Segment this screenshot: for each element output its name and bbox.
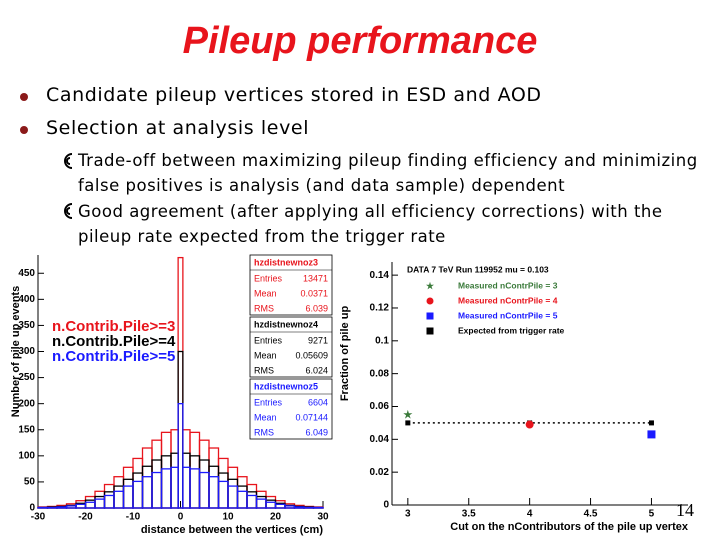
data-point [403, 409, 413, 419]
histogram-bin [46, 506, 58, 509]
y-tick-label: 0.12 [370, 303, 390, 314]
stats-box [249, 316, 333, 378]
bullet-dot [20, 93, 28, 101]
stats-label: Mean [254, 350, 277, 360]
data-point [525, 420, 534, 429]
stats-label: Mean [254, 288, 277, 298]
histogram-bin [37, 506, 49, 509]
stats-value: 0.07144 [295, 412, 328, 422]
legend-label: Expected from trigger rate [458, 325, 565, 335]
stats-value: 0.05609 [295, 350, 328, 360]
stats-box [249, 378, 333, 440]
sub-bullet-icon [64, 153, 73, 169]
data-point [647, 430, 656, 439]
x-axis-title: distance between the vertices (cm) [141, 524, 324, 536]
legend-label: Measured nContrPile = 4 [458, 295, 558, 305]
stats-label: RMS [254, 427, 274, 437]
x-tick-label: 20 [270, 512, 282, 523]
y-tick-label: 200 [18, 398, 35, 409]
y-tick-label: 0.1 [375, 335, 389, 346]
bullet: Selection at analysis level [46, 117, 310, 139]
data-point [648, 420, 654, 426]
data-point [405, 420, 411, 426]
y-tick-label: 350 [18, 320, 35, 331]
y-tick-label: 100 [18, 450, 35, 461]
y-axis-title: Fraction of pile up [339, 306, 351, 402]
annotation: DATA 7 TeV Run 119952 mu = 0.103 [407, 264, 549, 274]
x-tick-label: -20 [78, 512, 93, 523]
stats-label: RMS [254, 303, 274, 313]
legend-label: Measured nContrPile = 5 [458, 310, 558, 320]
stats-box [249, 254, 333, 316]
legend-label: Measured nContrPile = 3 [458, 280, 558, 290]
stats-value: 13471 [303, 273, 328, 283]
page-number: 14 [676, 500, 694, 520]
stats-value: 9271 [308, 335, 328, 345]
legend-marker [426, 312, 434, 320]
slide-title: Pileup performance [182, 20, 538, 62]
y-tick-label: 0.06 [370, 401, 390, 412]
legend-box [400, 263, 600, 335]
y-tick-label: 0.04 [370, 434, 390, 445]
y-tick-label: 0.08 [370, 368, 390, 379]
x-tick-label: 30 [317, 512, 329, 523]
stats-label: Entries [254, 273, 283, 283]
stats-name: hzdistnewnoz5 [254, 381, 318, 391]
sub-bullet: Good agreement (after applying all effic… [78, 202, 663, 246]
stats-value: 6604 [308, 397, 328, 407]
histogram-bin [303, 506, 315, 509]
x-tick-label: 4 [527, 509, 533, 520]
x-tick-label: 3 [405, 509, 411, 520]
stats-value: 6.024 [305, 365, 328, 375]
x-tick-label: -10 [126, 512, 141, 523]
y-tick-label: 300 [18, 346, 35, 357]
bullet-dot [20, 126, 28, 134]
legend-label: n.Contrib.Pile>=4 [52, 333, 176, 350]
x-tick-label: 5 [649, 509, 655, 520]
y-tick-label: 0.14 [370, 270, 390, 281]
legend-label: n.Contrib.Pile>=3 [52, 318, 175, 335]
y-tick-label: 50 [24, 477, 36, 488]
legend-label: n.Contrib.Pile>=5 [52, 348, 175, 365]
x-tick-label: -30 [31, 512, 46, 523]
histogram-bin [293, 506, 305, 509]
histogram-bin [312, 506, 324, 509]
stats-name: hzdistnewnoz4 [254, 319, 318, 329]
sub-bullet-icon [64, 203, 73, 219]
histogram-bin [56, 506, 68, 509]
y-tick-label: 400 [18, 294, 35, 305]
y-axis-title: Number of pile up events [10, 286, 22, 417]
histogram-bin [177, 403, 184, 509]
stats-value: 6.049 [305, 427, 328, 437]
y-tick-label: 0.02 [370, 467, 390, 478]
x-tick-label: 4.5 [584, 509, 598, 520]
stats-name: hzdistnewnoz3 [254, 257, 318, 267]
x-tick-label: 10 [222, 512, 234, 523]
x-tick-label: 0 [178, 512, 184, 523]
stats-label: Entries [254, 335, 283, 345]
y-tick-label: 250 [18, 372, 35, 383]
x-tick-label: 3.5 [462, 509, 476, 520]
stats-label: Mean [254, 412, 277, 422]
y-tick-label: 0 [29, 503, 35, 514]
y-tick-label: 0 [383, 500, 389, 511]
legend-marker [426, 281, 434, 290]
legend-marker [426, 297, 434, 305]
stats-label: Entries [254, 397, 283, 407]
stats-value: 0.0371 [300, 288, 328, 298]
sub-bullet: Trade-off between maximizing pileup find… [78, 151, 698, 195]
x-axis-title: Cut on the nContributors of the pile up … [450, 521, 689, 533]
y-tick-label: 150 [18, 424, 35, 435]
y-tick-label: 450 [18, 268, 35, 279]
bullet: Candidate pileup vertices stored in ESD … [46, 84, 542, 106]
stats-label: RMS [254, 365, 274, 375]
legend-marker [426, 327, 434, 335]
stats-value: 6.039 [305, 303, 328, 313]
